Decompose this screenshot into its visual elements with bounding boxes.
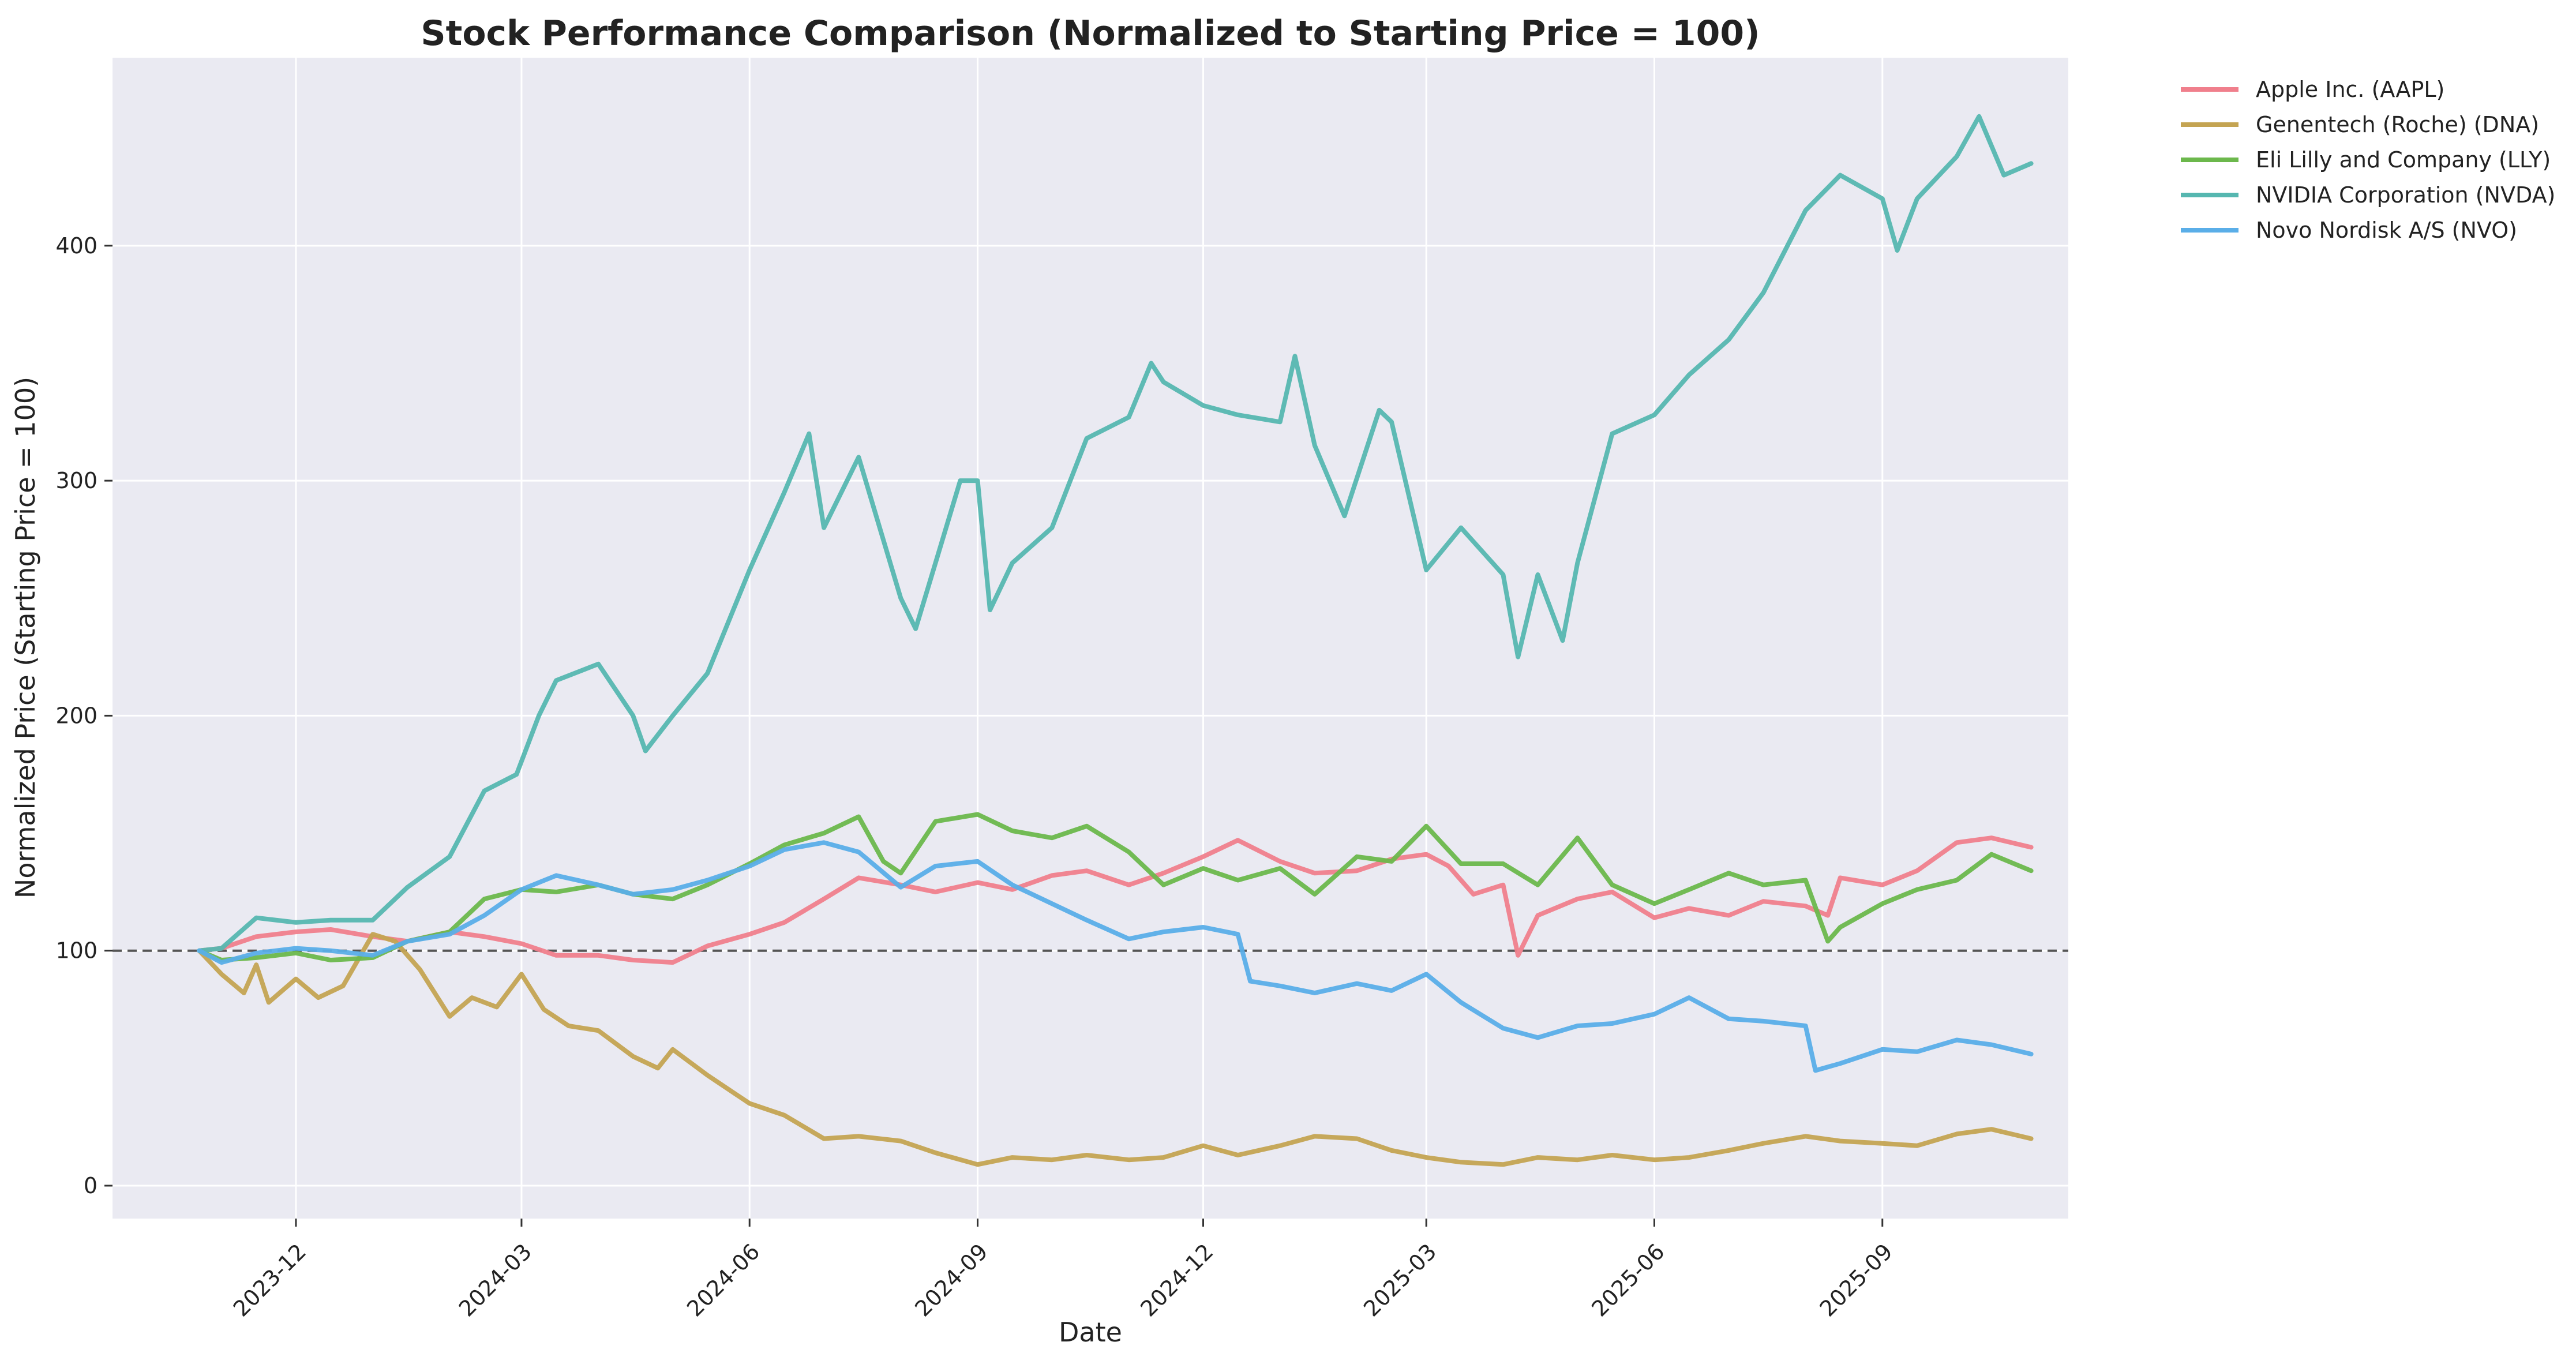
legend-label-1: Genentech (Roche) (DNA) — [2256, 112, 2539, 137]
series-line-0 — [197, 835, 2034, 965]
series-line-1 — [197, 932, 2034, 1167]
x-tick-label: 2024-09 — [910, 1239, 992, 1321]
y-tick-label: 0 — [84, 1173, 98, 1198]
chart-title: Stock Performance Comparison (Normalized… — [421, 13, 1760, 54]
x-tick-label: 2024-12 — [1135, 1239, 1218, 1321]
grid-lines — [113, 58, 2068, 1219]
y-axis-ticks: 0 100 200 300 400 — [55, 233, 113, 1198]
x-axis-ticks: 2023-12 2024-03 2024-06 2024-09 2024-12 2025-… — [228, 1219, 1898, 1321]
x-tick-label: 2024-06 — [682, 1239, 764, 1321]
series-line-3 — [197, 114, 2034, 953]
x-tick-label: 2024-03 — [454, 1239, 537, 1321]
series-layer — [197, 114, 2034, 1167]
x-axis-label: Date — [1059, 1317, 1122, 1348]
y-tick-label: 100 — [55, 938, 98, 964]
series-line-2 — [197, 812, 2034, 962]
y-tick-label: 200 — [55, 703, 98, 728]
x-tick-label: 2025-06 — [1587, 1239, 1669, 1321]
legend-label-2: Eli Lilly and Company (LLY) — [2256, 147, 2551, 173]
legend-label-3: NVIDIA Corporation (NVDA) — [2256, 182, 2555, 208]
y-tick-label: 300 — [55, 468, 98, 493]
x-tick-label: 2025-03 — [1359, 1239, 1441, 1321]
series-line-4 — [197, 840, 2034, 1073]
x-tick-label: 2025-09 — [1815, 1239, 1898, 1321]
x-tick-label: 2023-12 — [228, 1239, 311, 1321]
y-tick-label: 400 — [55, 233, 98, 258]
y-axis-label: Normalized Price (Starting Price = 100) — [10, 377, 41, 898]
legend-label-0: Apple Inc. (AAPL) — [2256, 77, 2444, 102]
legend-label-4: Novo Nordisk A/S (NVO) — [2256, 218, 2517, 243]
plot-area — [113, 58, 2068, 1219]
legend[interactable]: Apple Inc. (AAPL) Genentech (Roche) (DNA)… — [2181, 77, 2555, 243]
